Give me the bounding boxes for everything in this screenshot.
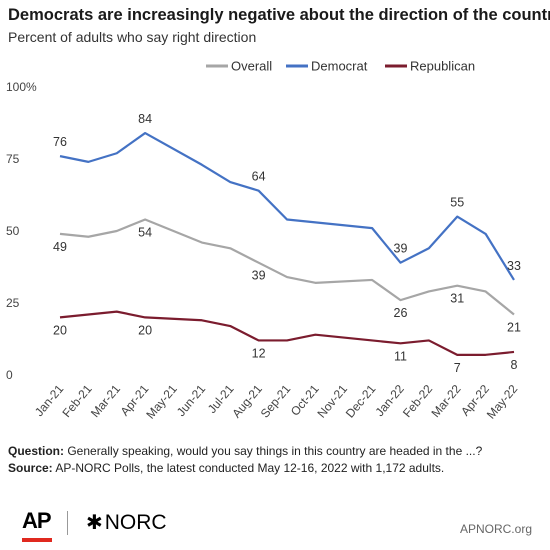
data-label: 20: [53, 323, 67, 337]
y-tick-label: 75: [6, 152, 20, 166]
y-tick-label: 100%: [6, 80, 37, 94]
question-note: Question: Generally speaking, would you …: [8, 443, 482, 460]
data-label: 12: [252, 346, 266, 360]
data-label: 21: [507, 321, 521, 335]
x-tick-label: Jun-21: [174, 382, 209, 419]
chart-subtitle: Percent of adults who say right directio…: [8, 29, 257, 45]
source-label: Source:: [8, 461, 53, 475]
ap-logo: AP: [22, 508, 52, 533]
data-label: 7: [454, 361, 461, 375]
series-line-republican: [59, 310, 515, 356]
data-label: 55: [450, 196, 464, 210]
series-group: [59, 131, 515, 356]
x-tick-label: Sep-21: [258, 382, 294, 421]
data-label: 31: [450, 292, 464, 306]
data-label: 76: [53, 135, 67, 149]
data-label: 20: [138, 323, 152, 337]
norc-logo-text: NORC: [104, 511, 167, 534]
chart-notes: Question: Generally speaking, would you …: [8, 443, 482, 477]
data-label: 84: [138, 112, 152, 126]
norc-star-icon: ✱: [86, 512, 103, 534]
y-tick-label: 0: [6, 368, 13, 382]
x-tick-label: May-22: [484, 382, 521, 422]
ap-logo-bar: [22, 538, 52, 542]
apnorc-url: APNORC.org: [459, 522, 532, 536]
line-chart: 0 25 50 75 100% Jan-21Feb-21Mar-21Apr-21May-…: [6, 59, 521, 422]
chart-title: Democrats are increasingly negative abou…: [8, 6, 550, 24]
y-tick-label: 50: [6, 224, 20, 238]
legend-label: Democrat: [311, 59, 368, 74]
x-tick-label: Feb-21: [60, 382, 95, 420]
x-tick-label: Aug-21: [229, 382, 265, 421]
x-tick-label: Mar-22: [428, 382, 463, 420]
data-label: 11: [394, 349, 407, 363]
source-note: Source: AP-NORC Polls, the latest conduc…: [8, 460, 482, 477]
data-label: 39: [252, 269, 266, 283]
y-tick-label: 25: [6, 296, 20, 310]
data-labels: 49 54 39 26 31 21 76 84 64 39 55 33 20 20 12 11 7 8: [53, 112, 521, 375]
x-tick-label: Mar-21: [88, 382, 123, 420]
legend: Overall Democrat Republican: [206, 59, 475, 74]
x-tick-label: Nov-21: [314, 382, 350, 421]
series-line-overall: [59, 218, 515, 316]
source-text: AP-NORC Polls, the latest conducted May …: [52, 461, 445, 475]
data-label: 33: [507, 259, 521, 273]
data-label: 26: [394, 306, 408, 320]
question-text: Generally speaking, would you say things…: [64, 444, 483, 458]
legend-label: Republican: [410, 59, 475, 74]
x-tick-label: May-21: [143, 382, 180, 422]
logo-divider: [67, 511, 68, 535]
y-axis: 0 25 50 75 100%: [6, 80, 37, 382]
data-label: 54: [138, 225, 152, 239]
question-label: Question:: [8, 444, 64, 458]
data-label: 49: [53, 240, 67, 254]
norc-logo: ✱NORC: [86, 510, 167, 535]
x-tick-label: Feb-22: [400, 382, 435, 420]
data-label: 64: [252, 170, 266, 184]
series-line-democrat: [59, 131, 515, 281]
legend-label: Overall: [231, 59, 272, 74]
x-tick-label: Dec-21: [343, 382, 379, 421]
x-axis: Jan-21Feb-21Mar-21Apr-21May-21Jun-21Jul-…: [32, 382, 521, 422]
data-label: 8: [511, 358, 518, 372]
data-label: 39: [394, 242, 408, 256]
